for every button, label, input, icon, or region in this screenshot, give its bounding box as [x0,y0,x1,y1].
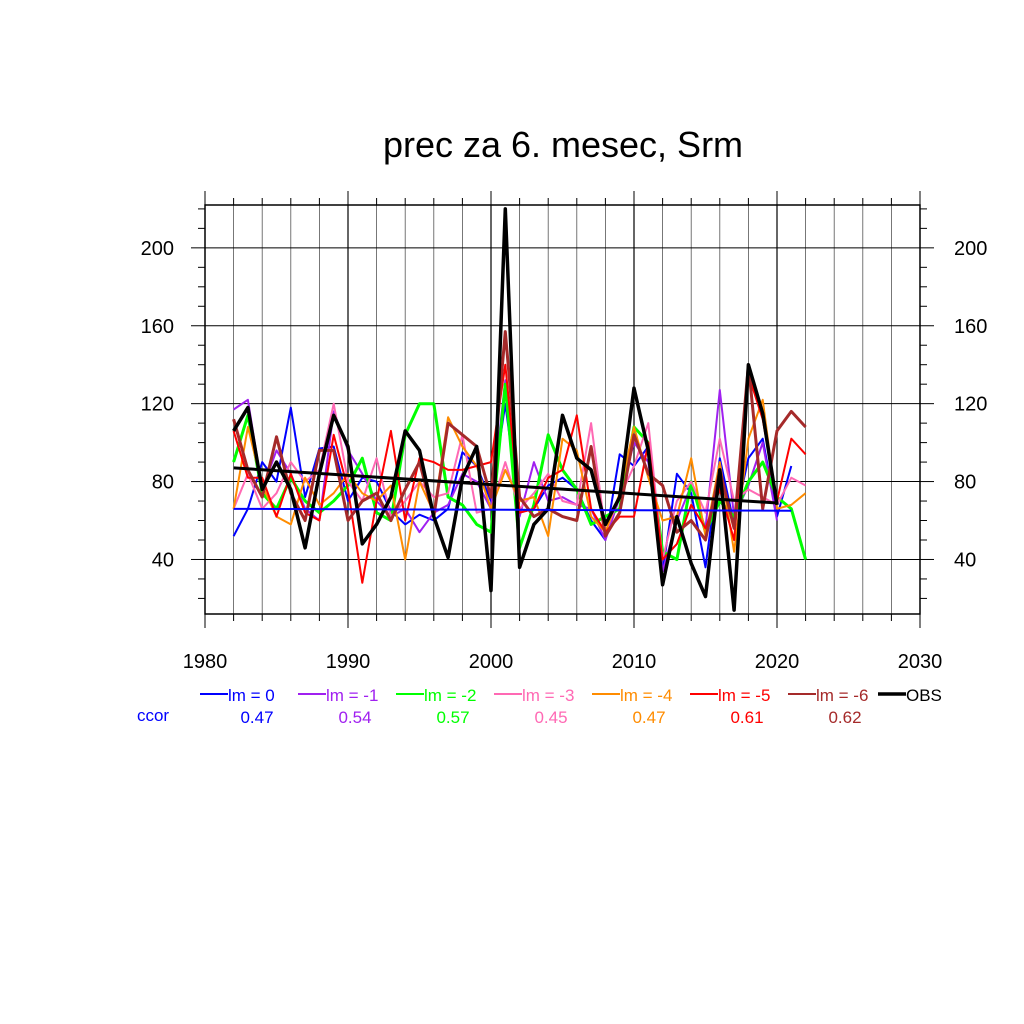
legend-ccor-value: 0.54 [338,708,371,727]
tick-labels: 1980 1990 2000 2010 2020 2030 40 40 80 80 120 120 16… [141,238,988,673]
legend-label: lm = -2 [424,686,476,705]
legend: ccor lm = 0 0.47 lm = -1 0.54 lm = -2 0.57 lm =… [137,686,942,727]
y-tick-label-left: 80 [152,472,174,494]
y-tick-label-right: 200 [954,238,987,260]
legend-label: lm = -5 [718,686,770,705]
ccor-label: ccor [137,706,169,725]
legend-ccor-value: 0.61 [730,708,763,727]
y-tick-label-left: 160 [141,316,174,338]
y-tick-label-left: 200 [141,238,174,260]
plot-border [204,204,921,615]
legend-ccor-value: 0.47 [632,708,665,727]
trend-line [233,507,792,512]
x-tick-label: 2020 [755,651,800,673]
legend-label: lm = -3 [522,686,574,705]
y-tick-label-left: 120 [141,394,174,416]
chart-title: prec za 6. mesec, Srm [383,124,743,165]
x-tick-label: 2000 [469,651,514,673]
x-tick-label: 1980 [183,651,228,673]
legend-ccor-value: 0.45 [534,708,567,727]
legend-label: lm = -4 [620,686,672,705]
legend-ccor-value: 0.57 [436,708,469,727]
legend-ccor-value: 0.47 [240,708,273,727]
plot-frame [191,191,934,628]
series-line [232,207,779,612]
x-tick-label: 2010 [612,651,657,673]
legend-label: lm = 0 [228,686,275,705]
legend-label: lm = -6 [816,686,868,705]
trend-line [233,466,778,505]
y-tick-label-right: 80 [954,472,976,494]
y-tick-label-right: 120 [954,394,987,416]
series-layer [232,207,808,612]
y-tick-label-left: 40 [152,549,174,571]
legend-label: OBS [906,686,942,705]
y-tick-label-right: 160 [954,316,987,338]
x-tick-label: 1990 [326,651,371,673]
series-line [232,330,807,542]
legend-ccor-value: 0.62 [828,708,861,727]
legend-label: lm = -1 [326,686,378,705]
x-tick-label: 2030 [898,651,943,673]
y-tick-label-right: 40 [954,549,976,571]
trend-layer [233,466,792,512]
